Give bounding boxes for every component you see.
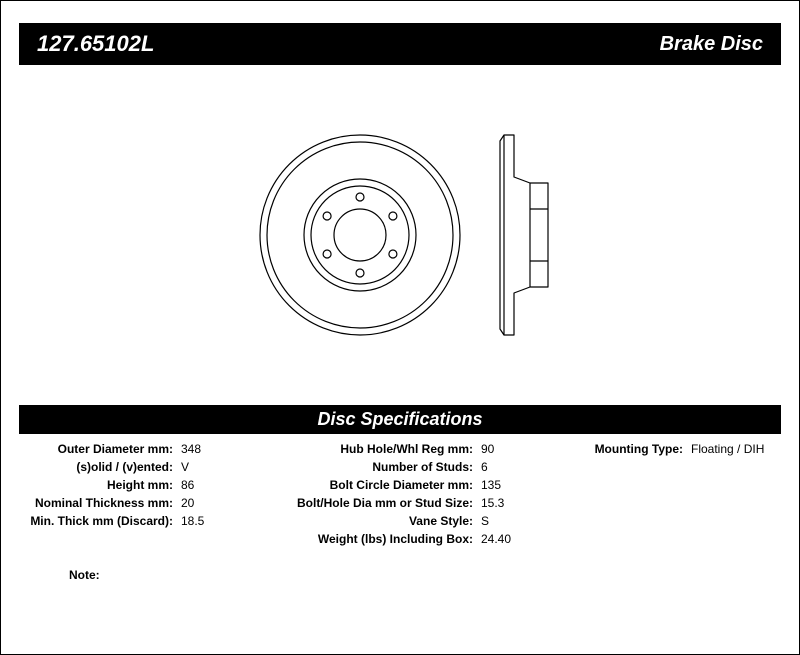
- spec-label: Min. Thick mm (Discard):: [19, 514, 179, 528]
- spec-table: Outer Diameter mm:348(s)olid / (v)ented:…: [19, 440, 781, 548]
- product-type: Brake Disc: [660, 33, 763, 56]
- spec-label: Nominal Thickness mm:: [19, 496, 179, 510]
- spec-row: Vane Style:S: [279, 512, 579, 530]
- spec-row: Mounting Type:Floating / DIH: [579, 440, 781, 458]
- spec-value: V: [179, 460, 189, 474]
- spec-label: (s)olid / (v)ented:: [19, 460, 179, 474]
- spec-row: Weight (lbs) Including Box:24.40: [279, 530, 579, 548]
- spec-row: Bolt/Hole Dia mm or Stud Size:15.3: [279, 494, 579, 512]
- note-label: Note:: [69, 568, 100, 582]
- spec-label: Mounting Type:: [579, 442, 689, 456]
- spec-column-3: Mounting Type:Floating / DIH: [579, 440, 781, 548]
- spec-column-2: Hub Hole/Whl Reg mm:90Number of Studs:6B…: [279, 440, 579, 548]
- spec-label: Weight (lbs) Including Box:: [279, 532, 479, 546]
- spec-label: Hub Hole/Whl Reg mm:: [279, 442, 479, 456]
- spec-label: Height mm:: [19, 478, 179, 492]
- spec-row: Bolt Circle Diameter mm:135: [279, 476, 579, 494]
- spec-row: (s)olid / (v)ented:V: [19, 458, 279, 476]
- spec-value: 6: [479, 460, 488, 474]
- spec-value: Floating / DIH: [689, 442, 764, 456]
- spec-row: Number of Studs:6: [279, 458, 579, 476]
- spec-column-1: Outer Diameter mm:348(s)olid / (v)ented:…: [19, 440, 279, 548]
- note-row: Note:: [19, 568, 781, 582]
- spec-header: Disc Specifications: [19, 405, 781, 434]
- spec-row: Hub Hole/Whl Reg mm:90: [279, 440, 579, 458]
- spec-label: Outer Diameter mm:: [19, 442, 179, 456]
- spec-row: Nominal Thickness mm:20: [19, 494, 279, 512]
- spec-value: 348: [179, 442, 201, 456]
- brake-disc-drawing: [200, 105, 600, 365]
- spec-label: Vane Style:: [279, 514, 479, 528]
- spec-row: Min. Thick mm (Discard):18.5: [19, 512, 279, 530]
- spec-value: S: [479, 514, 489, 528]
- spec-label: Bolt Circle Diameter mm:: [279, 478, 479, 492]
- spec-value: 24.40: [479, 532, 511, 546]
- spec-row: Height mm:86: [19, 476, 279, 494]
- diagram-area: [1, 65, 799, 405]
- spec-value: 90: [479, 442, 494, 456]
- spec-value: 15.3: [479, 496, 504, 510]
- spec-label: Bolt/Hole Dia mm or Stud Size:: [279, 496, 479, 510]
- spec-value: 18.5: [179, 514, 204, 528]
- spec-value: 20: [179, 496, 194, 510]
- spec-row: Outer Diameter mm:348: [19, 440, 279, 458]
- spec-label: Number of Studs:: [279, 460, 479, 474]
- spec-value: 135: [479, 478, 501, 492]
- header-bar: 127.65102L Brake Disc: [19, 23, 781, 65]
- part-number: 127.65102L: [37, 31, 154, 57]
- spec-value: 86: [179, 478, 194, 492]
